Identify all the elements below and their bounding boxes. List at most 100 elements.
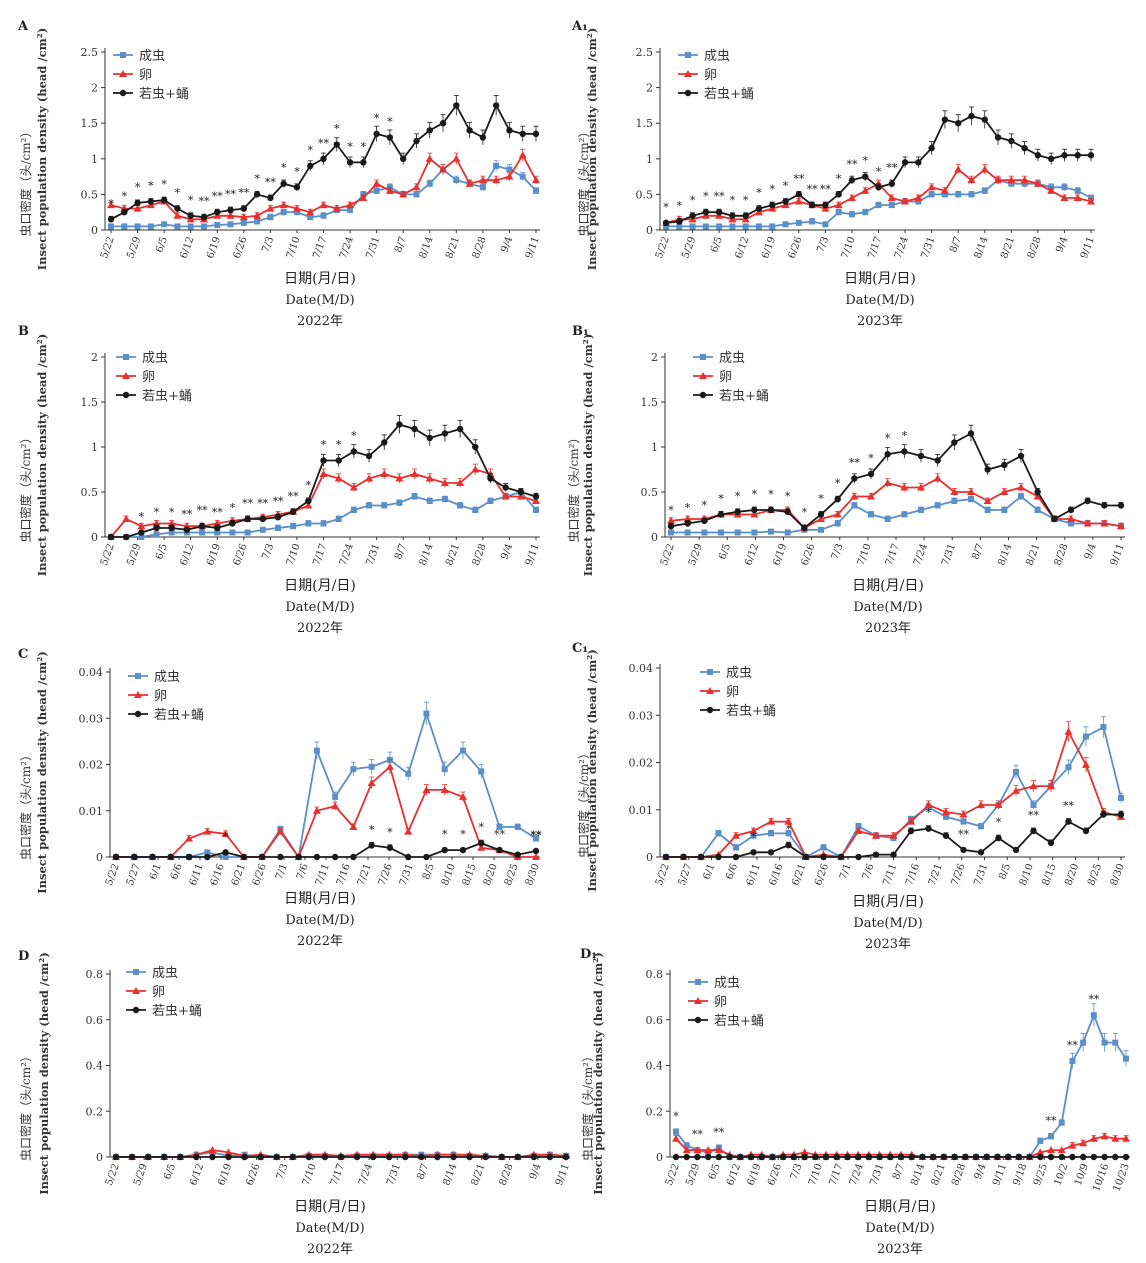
data-point xyxy=(844,1153,851,1161)
x-tick-label: 7/3 xyxy=(275,1162,291,1181)
data-point xyxy=(459,846,467,854)
data-point xyxy=(751,506,758,514)
data-point xyxy=(865,1153,873,1161)
x-tick-label: 8/21 xyxy=(1024,542,1042,567)
chart-panel-2: A₁ 0 0.5 1 1.5 2 2.5 5/22 5/29 6/5 6/12 6/19 6/26 7/3… xyxy=(571,19,1097,329)
significance-mark: * xyxy=(703,190,709,203)
significance-mark: ** xyxy=(807,183,819,196)
x-tick-label: 8/28 xyxy=(471,542,489,567)
data-point xyxy=(888,180,895,187)
data-point xyxy=(1067,515,1075,522)
data-point xyxy=(353,1153,361,1161)
significance-mark: ** xyxy=(692,1128,704,1141)
data-point xyxy=(320,520,327,527)
significance-mark: ** xyxy=(958,828,970,841)
legend-marker xyxy=(122,372,130,379)
data-point xyxy=(835,209,842,216)
data-point xyxy=(425,154,434,162)
chart-panel-8: D₁ 0 0.2 0.4 0.6 0.8 5/22 5/29 6/5 6/12 6/19 6/26 7/… xyxy=(580,947,1132,1257)
y-tick-label: 0.5 xyxy=(81,486,99,499)
y-tick-label: 1 xyxy=(91,441,98,454)
data-point xyxy=(204,853,211,861)
x-tick-label: 8/7 xyxy=(948,235,964,254)
data-point xyxy=(1030,802,1037,809)
data-point xyxy=(1101,1153,1108,1161)
x-tick-label: 5/29 xyxy=(125,542,143,567)
data-point xyxy=(750,849,757,856)
data-point xyxy=(292,204,301,212)
significance-mark: ** xyxy=(1063,800,1075,813)
x-tick-label: 5/29 xyxy=(687,542,705,567)
data-point xyxy=(385,186,394,194)
data-point xyxy=(198,523,206,530)
x-tick-label: 7/17 xyxy=(827,1162,845,1187)
y-tick-label: 2.5 xyxy=(636,46,654,59)
data-point xyxy=(222,854,229,860)
legend-label: 卵 xyxy=(714,995,727,1010)
x-tick-label: 7/31 xyxy=(398,862,416,887)
x-tick-label: 7/26 xyxy=(950,862,968,887)
x-tick-label: 7/31 xyxy=(868,1162,886,1187)
legend-marker xyxy=(699,391,707,399)
year-label: 2022年 xyxy=(307,1242,353,1257)
x-tick-label: 6/11 xyxy=(745,862,763,887)
data-point xyxy=(532,493,540,500)
series-nymph xyxy=(107,415,540,541)
x-tick-label: 7/24 xyxy=(893,235,911,260)
data-point xyxy=(750,832,757,839)
data-point xyxy=(413,137,420,145)
data-point xyxy=(174,223,181,230)
data-point xyxy=(1034,507,1041,513)
legend-label: 若虫+蛹 xyxy=(704,86,754,102)
data-point xyxy=(1122,1134,1130,1142)
data-point xyxy=(940,186,949,194)
significance-mark: ** xyxy=(1046,1114,1058,1127)
data-point xyxy=(934,457,941,464)
data-point xyxy=(425,474,434,482)
data-point xyxy=(693,1146,702,1154)
data-point xyxy=(517,488,525,496)
year-label: 2023年 xyxy=(857,314,903,329)
legend-marker xyxy=(694,1016,702,1024)
data-point xyxy=(1020,176,1029,184)
data-point xyxy=(784,508,791,515)
data-point xyxy=(335,457,342,464)
data-point xyxy=(729,223,736,230)
significance-mark: ** xyxy=(198,195,210,208)
data-point xyxy=(876,1153,883,1161)
y-tick-label: 0.2 xyxy=(646,1105,664,1118)
y-tick-label: 0.5 xyxy=(641,486,659,499)
x-tick-label: 6/12 xyxy=(178,542,196,567)
data-point xyxy=(833,1153,840,1161)
x-tick-label: 7/10 xyxy=(301,1162,319,1187)
data-point xyxy=(373,187,380,194)
x-tick-label: 6/5 xyxy=(709,235,725,254)
data-point xyxy=(1001,461,1008,469)
significance-mark: ** xyxy=(531,829,543,842)
data-point xyxy=(676,218,683,225)
x-tick-label: 8/21 xyxy=(999,235,1017,260)
data-point xyxy=(715,1153,723,1161)
significance-mark: * xyxy=(751,830,757,843)
data-point xyxy=(962,1153,969,1161)
data-point xyxy=(968,496,974,503)
data-point xyxy=(1036,1148,1045,1156)
data-point xyxy=(1111,1134,1120,1142)
x-tick-label: 8/20 xyxy=(482,862,500,887)
data-point xyxy=(385,762,394,770)
data-point xyxy=(396,499,403,506)
x-tick-label: 8/15 xyxy=(461,862,479,887)
x-tick-label: 9/25 xyxy=(1032,1162,1050,1187)
data-point xyxy=(349,483,358,491)
data-point xyxy=(900,483,909,491)
data-point xyxy=(769,201,776,209)
data-point xyxy=(919,1153,926,1161)
data-point xyxy=(199,529,206,536)
data-point xyxy=(337,1153,345,1161)
data-point xyxy=(1037,1153,1044,1161)
x-tick-label: 7/24 xyxy=(338,542,356,567)
y-axis-label-en: Insect population density (head /cm²) xyxy=(35,651,49,894)
data-point xyxy=(479,134,487,141)
data-point xyxy=(768,830,774,837)
data-point xyxy=(441,430,449,437)
